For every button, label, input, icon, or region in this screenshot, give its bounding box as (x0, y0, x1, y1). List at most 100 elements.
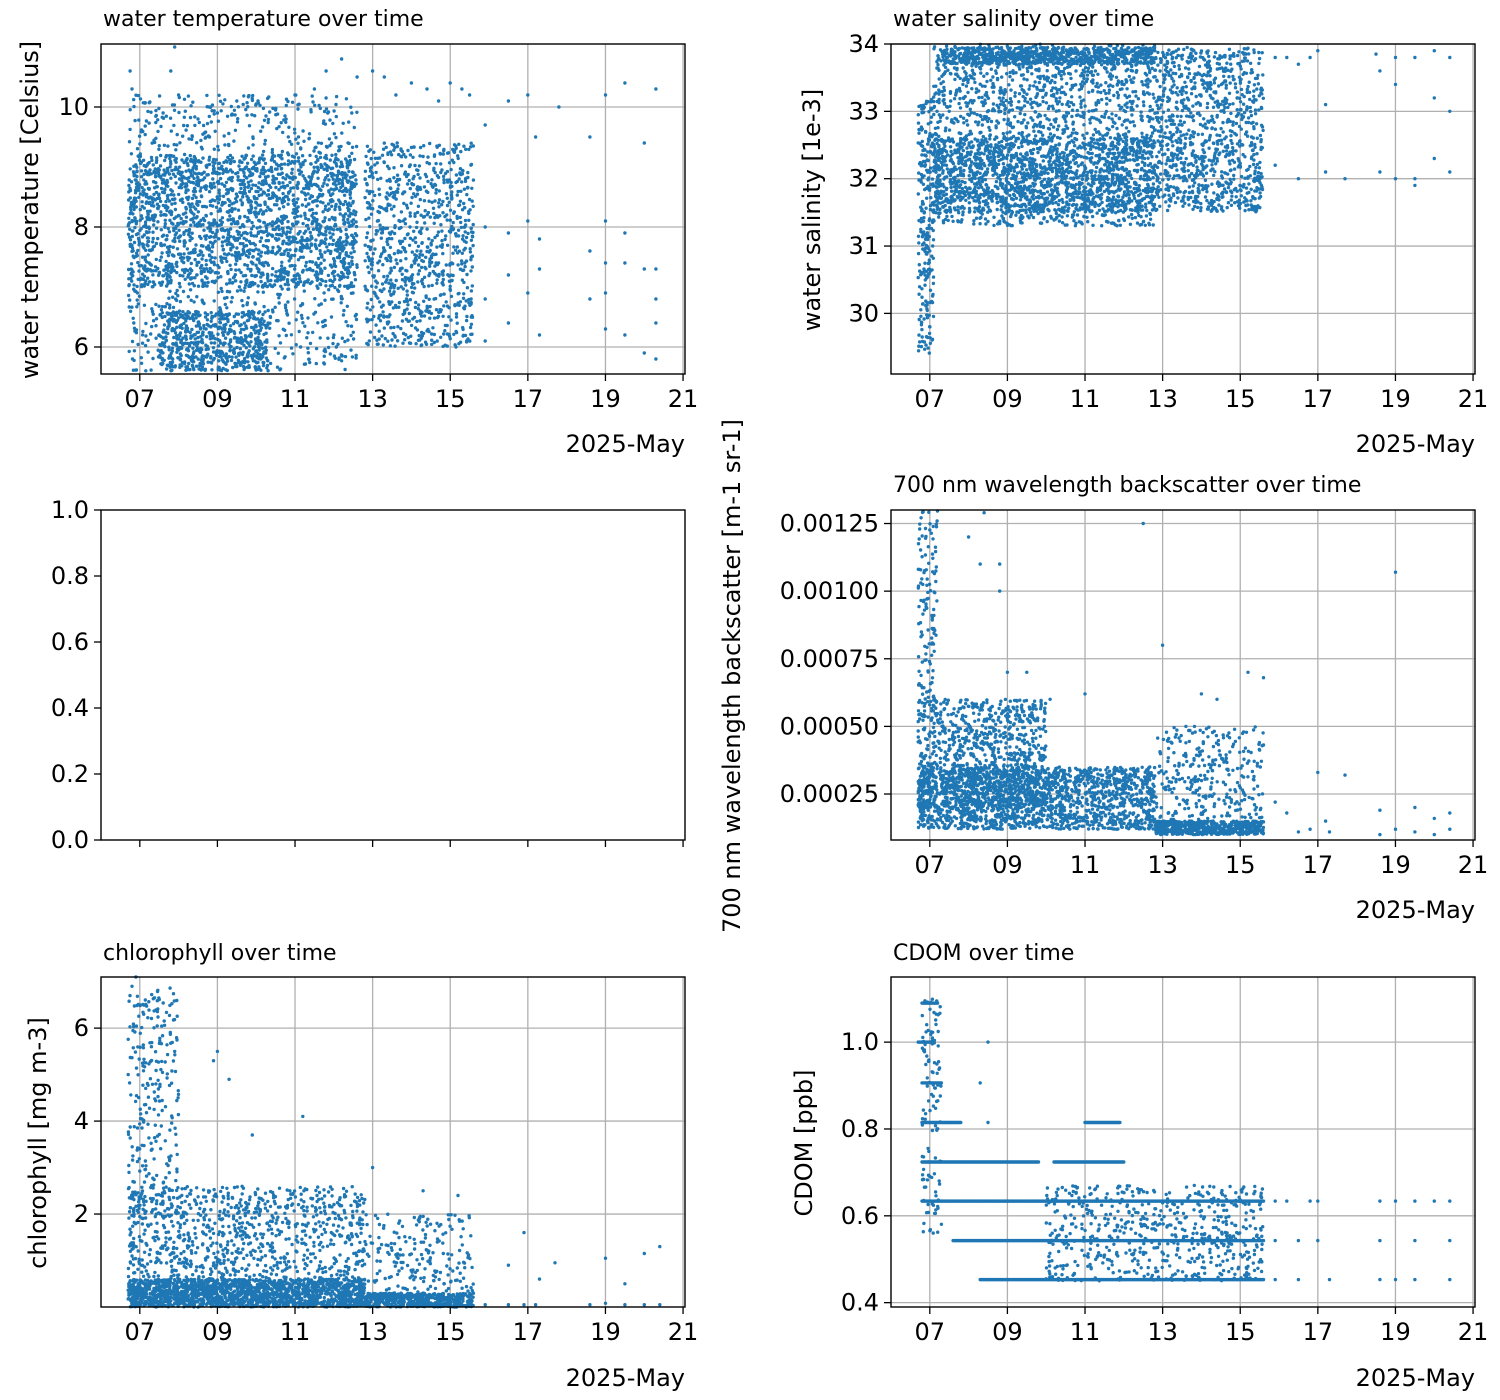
panel-water-salinity: water salinity over time water salinity … (798, 7, 1488, 458)
data-point (147, 280, 152, 284)
data-point (188, 330, 192, 335)
data-point (432, 221, 436, 225)
data-point (233, 273, 237, 277)
data-point (394, 179, 398, 184)
data-point (328, 352, 332, 356)
data-point (444, 192, 449, 196)
data-point (455, 321, 459, 325)
data-point (166, 226, 170, 231)
data-point (960, 186, 965, 191)
data-point (188, 235, 192, 239)
data-point (1074, 83, 1078, 87)
data-point (167, 348, 171, 352)
data-point (354, 144, 359, 149)
data-point (392, 214, 396, 218)
data-point (193, 161, 197, 165)
data-point (427, 297, 431, 301)
data-point (262, 118, 267, 123)
data-point (274, 185, 278, 190)
data-point (294, 277, 298, 281)
data-point (1079, 105, 1083, 109)
data-point (1049, 122, 1053, 127)
data-point (141, 277, 146, 282)
data-point (230, 113, 234, 117)
data-point (442, 304, 446, 308)
data-point (379, 205, 383, 210)
data-point (193, 115, 197, 119)
data-point (226, 218, 231, 222)
data-point (323, 178, 327, 182)
data-point (318, 155, 323, 160)
data-point (237, 285, 242, 289)
data-point (225, 282, 229, 286)
data-point (433, 199, 437, 203)
data-point (445, 218, 449, 222)
data-point (162, 243, 167, 247)
data-point (300, 190, 304, 194)
data-point (161, 111, 165, 115)
data-point (247, 94, 251, 98)
data-point (322, 361, 326, 365)
data-point (347, 261, 351, 266)
data-point (1021, 65, 1025, 69)
data-point (403, 275, 408, 280)
data-point (339, 270, 344, 275)
data-point (228, 234, 233, 239)
data-point (305, 268, 309, 272)
data-point (132, 349, 137, 353)
data-point (274, 270, 278, 274)
data-point (315, 165, 320, 169)
data-point (327, 190, 331, 194)
data-point (147, 218, 152, 222)
data-point (306, 227, 311, 231)
data-point (317, 243, 322, 247)
data-point (211, 160, 215, 164)
data-point (257, 181, 261, 185)
data-point (453, 232, 458, 236)
data-point (127, 183, 131, 188)
data-point (277, 334, 281, 338)
data-point (212, 112, 216, 116)
data-point (230, 206, 234, 211)
data-point (170, 368, 174, 372)
data-point (227, 290, 232, 294)
data-point (216, 179, 221, 183)
data-point (190, 231, 194, 235)
data-point (231, 348, 236, 352)
data-point (226, 318, 230, 322)
data-point (162, 323, 167, 327)
data-point (164, 259, 168, 264)
data-point (180, 346, 184, 350)
data-point (171, 222, 175, 226)
data-point (224, 170, 229, 174)
data-point (1033, 80, 1037, 84)
data-point (399, 225, 403, 230)
data-point (588, 135, 592, 139)
data-point (174, 298, 179, 303)
data-point (418, 154, 422, 158)
data-point (238, 241, 243, 246)
data-point (184, 324, 189, 328)
data-point (205, 93, 209, 98)
data-point (419, 265, 424, 270)
data-point (985, 72, 989, 76)
data-point (1114, 75, 1119, 80)
data-point (235, 246, 239, 250)
data-point (247, 349, 251, 353)
data-point (433, 271, 437, 276)
data-point (1094, 130, 1099, 134)
data-point (430, 200, 434, 204)
data-point (315, 284, 319, 288)
data-point (320, 253, 324, 257)
data-point (1140, 80, 1144, 84)
data-point (367, 149, 371, 153)
data-point (163, 225, 167, 229)
data-point (168, 306, 172, 310)
data-point (456, 263, 460, 267)
data-point (172, 108, 177, 113)
data-point (160, 234, 165, 238)
data-point (151, 312, 155, 316)
data-point (324, 284, 328, 288)
data-point (286, 162, 290, 167)
data-point (1107, 115, 1111, 120)
